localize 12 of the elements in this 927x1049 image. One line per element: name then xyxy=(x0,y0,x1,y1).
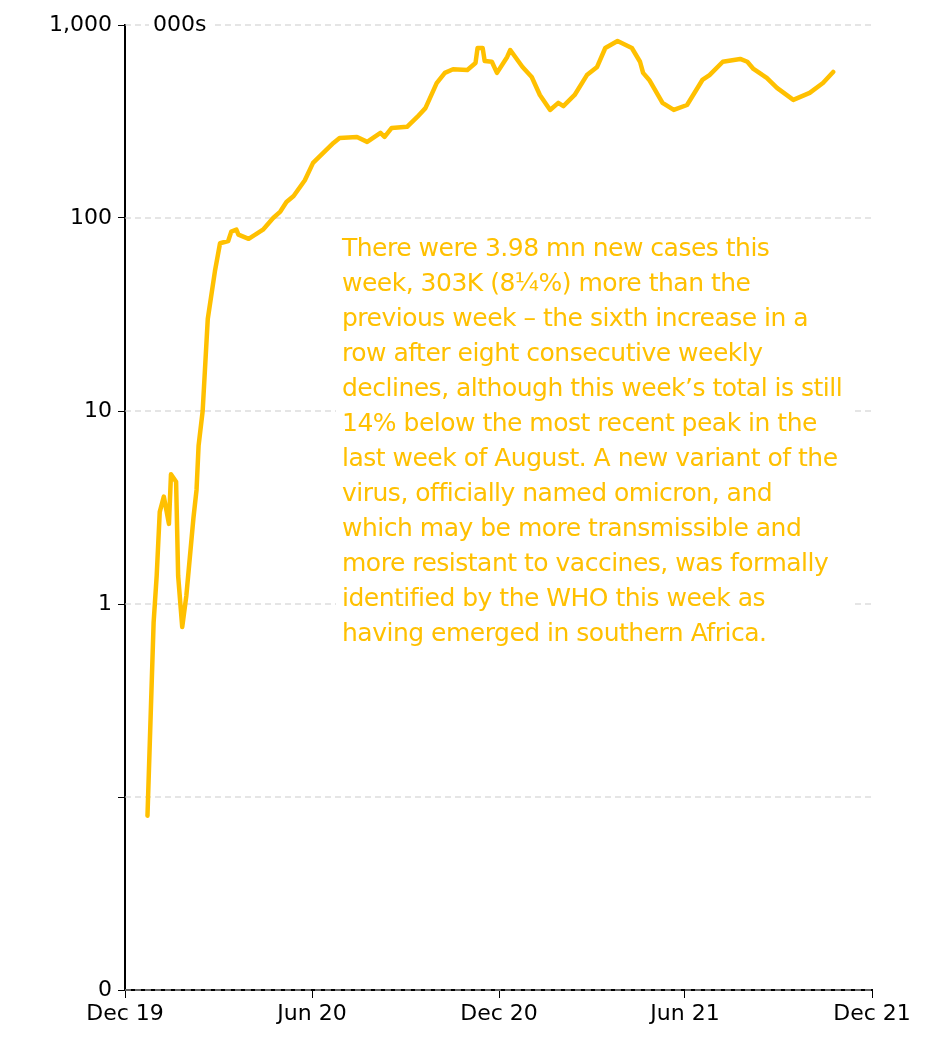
x-tick-label: Dec 20 xyxy=(460,999,538,1025)
y-axis-title: 000s xyxy=(153,10,207,36)
y-tick-label: 10 xyxy=(84,396,112,422)
text: There were 3.98 mn new cases this week, 303K (8¼%) more than the previous week – the sixth increase in a row after eight consecutive weekly declines, although this week’s total is still 14% below the most recent peak in the last week of August. A new variant of the virus, officially named omicron, and which may be more transmissible and more resistant to vaccines, was formally identified by the WHO this week as having emerged in southern Africa. xyxy=(342,233,843,647)
x-tick-label: Jun 20 xyxy=(275,999,347,1025)
x-tick-label: Dec 21 xyxy=(833,999,911,1025)
y-tick-label: 100 xyxy=(70,203,112,229)
y-tick-label: 0 xyxy=(98,975,112,1001)
y-tick-label: 1 xyxy=(98,589,112,615)
y-tick-label: 1,000 xyxy=(49,10,112,36)
x-tick-label: Dec 19 xyxy=(86,999,164,1025)
x-tick-label: Jun 21 xyxy=(648,999,720,1025)
